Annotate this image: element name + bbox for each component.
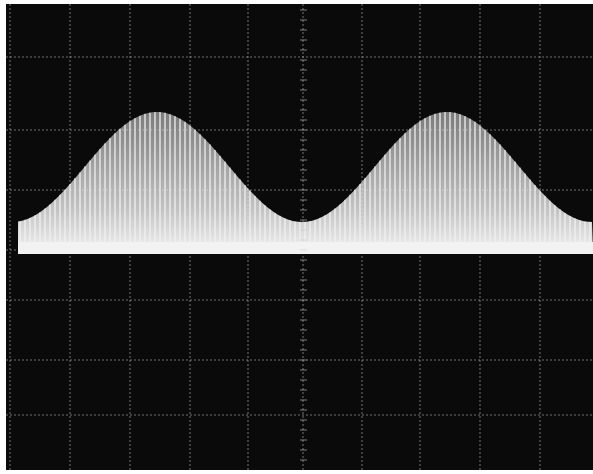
signal-trace	[18, 112, 593, 254]
signal-baseline	[18, 242, 593, 253]
center-axis-ticks	[300, 9, 307, 461]
signal-envelope-fill	[18, 112, 593, 254]
